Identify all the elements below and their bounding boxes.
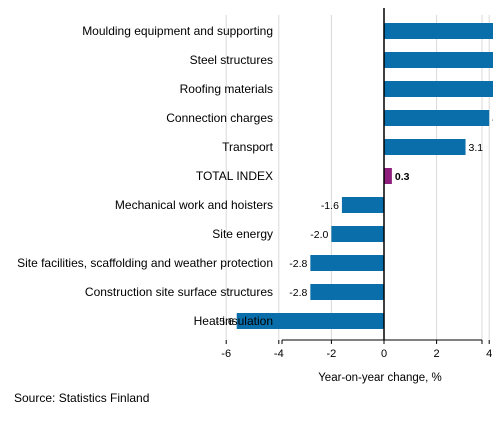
bar bbox=[384, 81, 493, 97]
category-label: Mechanical work and hoisters bbox=[115, 198, 273, 212]
x-tick-label: -6 bbox=[221, 348, 231, 360]
category-label: Site energy bbox=[212, 227, 273, 241]
category-label: Roofing materials bbox=[180, 82, 273, 96]
value-label: -2.8 bbox=[289, 287, 307, 299]
category-label: Moulding equipment and supporting bbox=[82, 24, 273, 38]
category-label: Heat insulation bbox=[194, 314, 273, 328]
x-tick-label: -2 bbox=[327, 348, 337, 360]
bar bbox=[236, 313, 384, 329]
bar bbox=[384, 139, 466, 155]
axes bbox=[225, 8, 490, 344]
bar bbox=[310, 255, 384, 271]
category-label: Connection charges bbox=[166, 111, 273, 125]
bar bbox=[310, 284, 384, 300]
bar bbox=[384, 23, 493, 39]
x-tick-label: 0 bbox=[381, 348, 387, 360]
category-label: Steel structures bbox=[190, 53, 273, 67]
value-label: -1.6 bbox=[321, 200, 339, 212]
labels: Moulding equipment and supporting5.2Stee… bbox=[17, 24, 493, 384]
x-axis-title: Year-on-year change, % bbox=[318, 372, 442, 384]
bar bbox=[341, 197, 384, 213]
bar bbox=[384, 52, 493, 68]
value-label: -2.8 bbox=[289, 258, 307, 270]
value-label: -2.0 bbox=[310, 229, 328, 241]
bar bbox=[384, 110, 490, 126]
bar bbox=[331, 226, 384, 242]
x-tick-label: 4 bbox=[486, 348, 492, 360]
bars bbox=[236, 23, 493, 329]
x-tick-label: 2 bbox=[434, 348, 440, 360]
bar bbox=[384, 168, 392, 184]
gridlines bbox=[225, 15, 490, 340]
category-label: Construction site surface structures bbox=[85, 285, 273, 299]
source-note: Source: Statistics Finland bbox=[14, 391, 150, 405]
value-label: 0.3 bbox=[395, 171, 410, 183]
category-label: Site facilities, scaffolding and weather… bbox=[17, 256, 273, 270]
x-tick-label: -4 bbox=[274, 348, 284, 360]
category-label: Transport bbox=[222, 140, 274, 154]
category-label: TOTAL INDEX bbox=[196, 169, 273, 183]
value-label: -5.6 bbox=[216, 316, 234, 328]
value-label: 3.1 bbox=[469, 142, 484, 154]
